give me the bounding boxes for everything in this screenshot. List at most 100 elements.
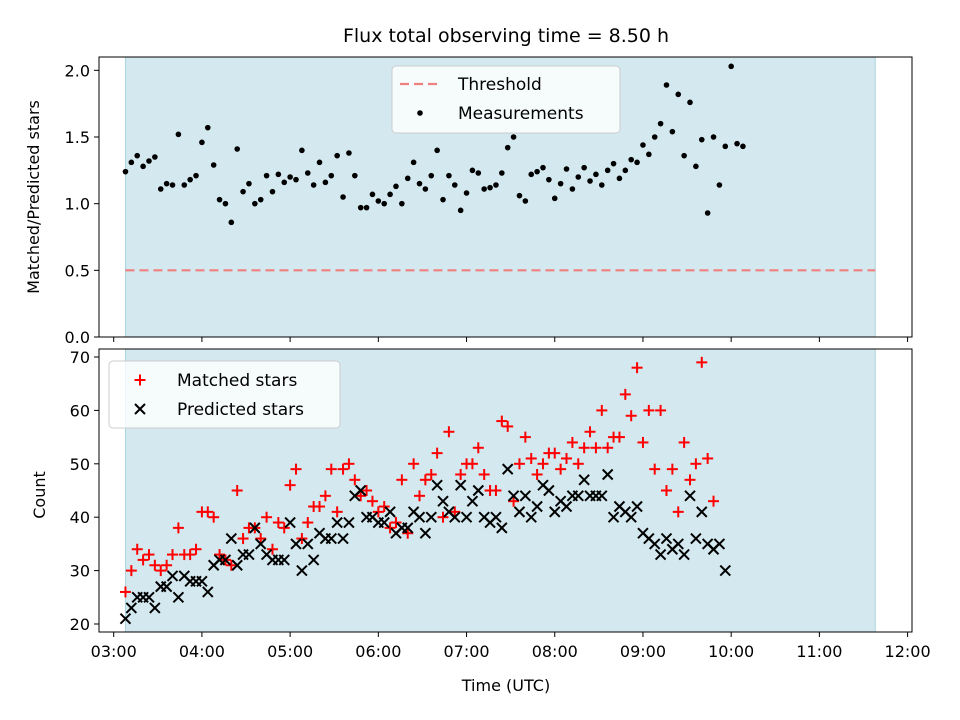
measurement-point xyxy=(357,204,364,211)
matched-star-point xyxy=(572,458,584,470)
predicted-star-point xyxy=(466,495,479,507)
measurement-point xyxy=(487,184,493,191)
measurement-point xyxy=(598,182,605,188)
matched-star-point xyxy=(202,506,214,518)
predicted-star-point xyxy=(649,538,661,550)
y-tick-label: 2.0 xyxy=(65,61,90,80)
measurement-point xyxy=(516,192,523,199)
matched-star-point xyxy=(443,426,455,438)
matched-star-point xyxy=(355,490,367,502)
matched-star-point xyxy=(619,388,631,400)
predicted-star-point xyxy=(219,554,232,566)
measurement-point xyxy=(240,188,246,195)
x-tick-label: 09:00 xyxy=(620,642,666,661)
measurement-point xyxy=(451,182,458,188)
measurement-point xyxy=(693,163,699,170)
time-axis-label: Time (UTC) xyxy=(461,676,550,695)
predicted-star-point xyxy=(284,516,296,529)
matched-star-point xyxy=(372,506,384,518)
matched-star-point xyxy=(361,485,373,496)
matched-star-point xyxy=(455,468,467,480)
predicted-star-point xyxy=(307,554,320,566)
measurement-point xyxy=(152,154,158,160)
predicted-star-point xyxy=(719,564,731,577)
matched-star-point xyxy=(208,511,220,523)
predicted-star-point xyxy=(513,506,526,518)
measurement-point xyxy=(681,152,687,159)
measurement-point xyxy=(546,176,552,183)
predicted-star-point xyxy=(384,506,396,518)
measurement-point xyxy=(175,131,182,138)
predicted-star-point xyxy=(549,506,561,518)
legend-measurements-label: Measurements xyxy=(458,104,584,124)
matched-star-point xyxy=(149,559,161,571)
measurement-point xyxy=(722,143,729,150)
predicted-star-point xyxy=(543,484,555,497)
measurement-point xyxy=(187,176,193,183)
measurement-point xyxy=(134,152,141,159)
measurement-point xyxy=(422,186,429,192)
measurement-point xyxy=(634,159,640,166)
measurement-point xyxy=(299,147,305,154)
measurement-point xyxy=(528,171,535,178)
predicted-star-point xyxy=(696,506,708,518)
measurement-point xyxy=(440,196,446,203)
measurement-point xyxy=(622,167,629,174)
measurement-point xyxy=(569,186,576,192)
measurement-point xyxy=(410,159,417,166)
measurement-point xyxy=(199,139,205,146)
measurement-point xyxy=(499,170,505,176)
measurement-point xyxy=(181,182,188,188)
matched-star-point xyxy=(702,452,714,464)
predicted-star-point xyxy=(460,511,473,523)
matched-star-point xyxy=(690,458,702,470)
predicted-star-point xyxy=(578,474,590,486)
predicted-star-point xyxy=(560,500,573,513)
predicted-star-point xyxy=(354,484,367,497)
measurement-point xyxy=(252,200,258,207)
matched-star-point xyxy=(490,485,502,496)
matched-star-point xyxy=(584,426,596,438)
predicted-star-point xyxy=(684,490,696,502)
y-tick-label: 1.0 xyxy=(65,195,90,214)
x-tick-label: 07:00 xyxy=(443,642,489,661)
measurement-point xyxy=(616,175,623,182)
y-tick-label: 0.5 xyxy=(65,261,90,280)
predicted-star-point xyxy=(507,490,520,502)
matched-star-point xyxy=(225,559,237,571)
measurement-point xyxy=(263,172,270,179)
matched-star-point xyxy=(613,431,625,443)
matched-star-point xyxy=(278,522,290,534)
measurement-point xyxy=(716,182,723,188)
matched-star-point xyxy=(696,356,708,368)
predicted-star-point xyxy=(572,490,584,502)
matched-star-point xyxy=(331,506,343,518)
measurement-point xyxy=(269,188,276,195)
matched-star-point xyxy=(319,490,331,502)
matched-star-point xyxy=(578,442,590,454)
matched-star-point xyxy=(396,474,408,486)
matched-star-point xyxy=(119,586,131,598)
matched-star-point xyxy=(549,447,561,459)
measurement-point xyxy=(404,175,411,182)
matched-star-point xyxy=(296,533,308,545)
y-tick-label: 0.0 xyxy=(65,328,90,347)
predicted-star-point xyxy=(601,468,614,481)
matched-star-point xyxy=(637,436,649,448)
matched-star-point xyxy=(261,511,273,523)
matched-star-point xyxy=(655,404,667,416)
measurement-point xyxy=(510,134,517,140)
predicted-star-point xyxy=(196,575,208,587)
measurement-point xyxy=(340,194,346,200)
predicted-star-point xyxy=(437,495,449,507)
predicted-star-point xyxy=(713,538,726,550)
y-tick-label: 30 xyxy=(70,562,90,581)
y-tick-label: 1.5 xyxy=(65,128,90,147)
measurement-point xyxy=(381,200,388,207)
measurement-point xyxy=(740,143,746,150)
ratio-axis-label: Matched/Predicted stars xyxy=(24,100,43,294)
legend-threshold-label: Threshold xyxy=(457,75,542,95)
measurement-point xyxy=(316,159,323,166)
predicted-star-point xyxy=(202,586,214,598)
matched-star-point xyxy=(143,549,155,561)
